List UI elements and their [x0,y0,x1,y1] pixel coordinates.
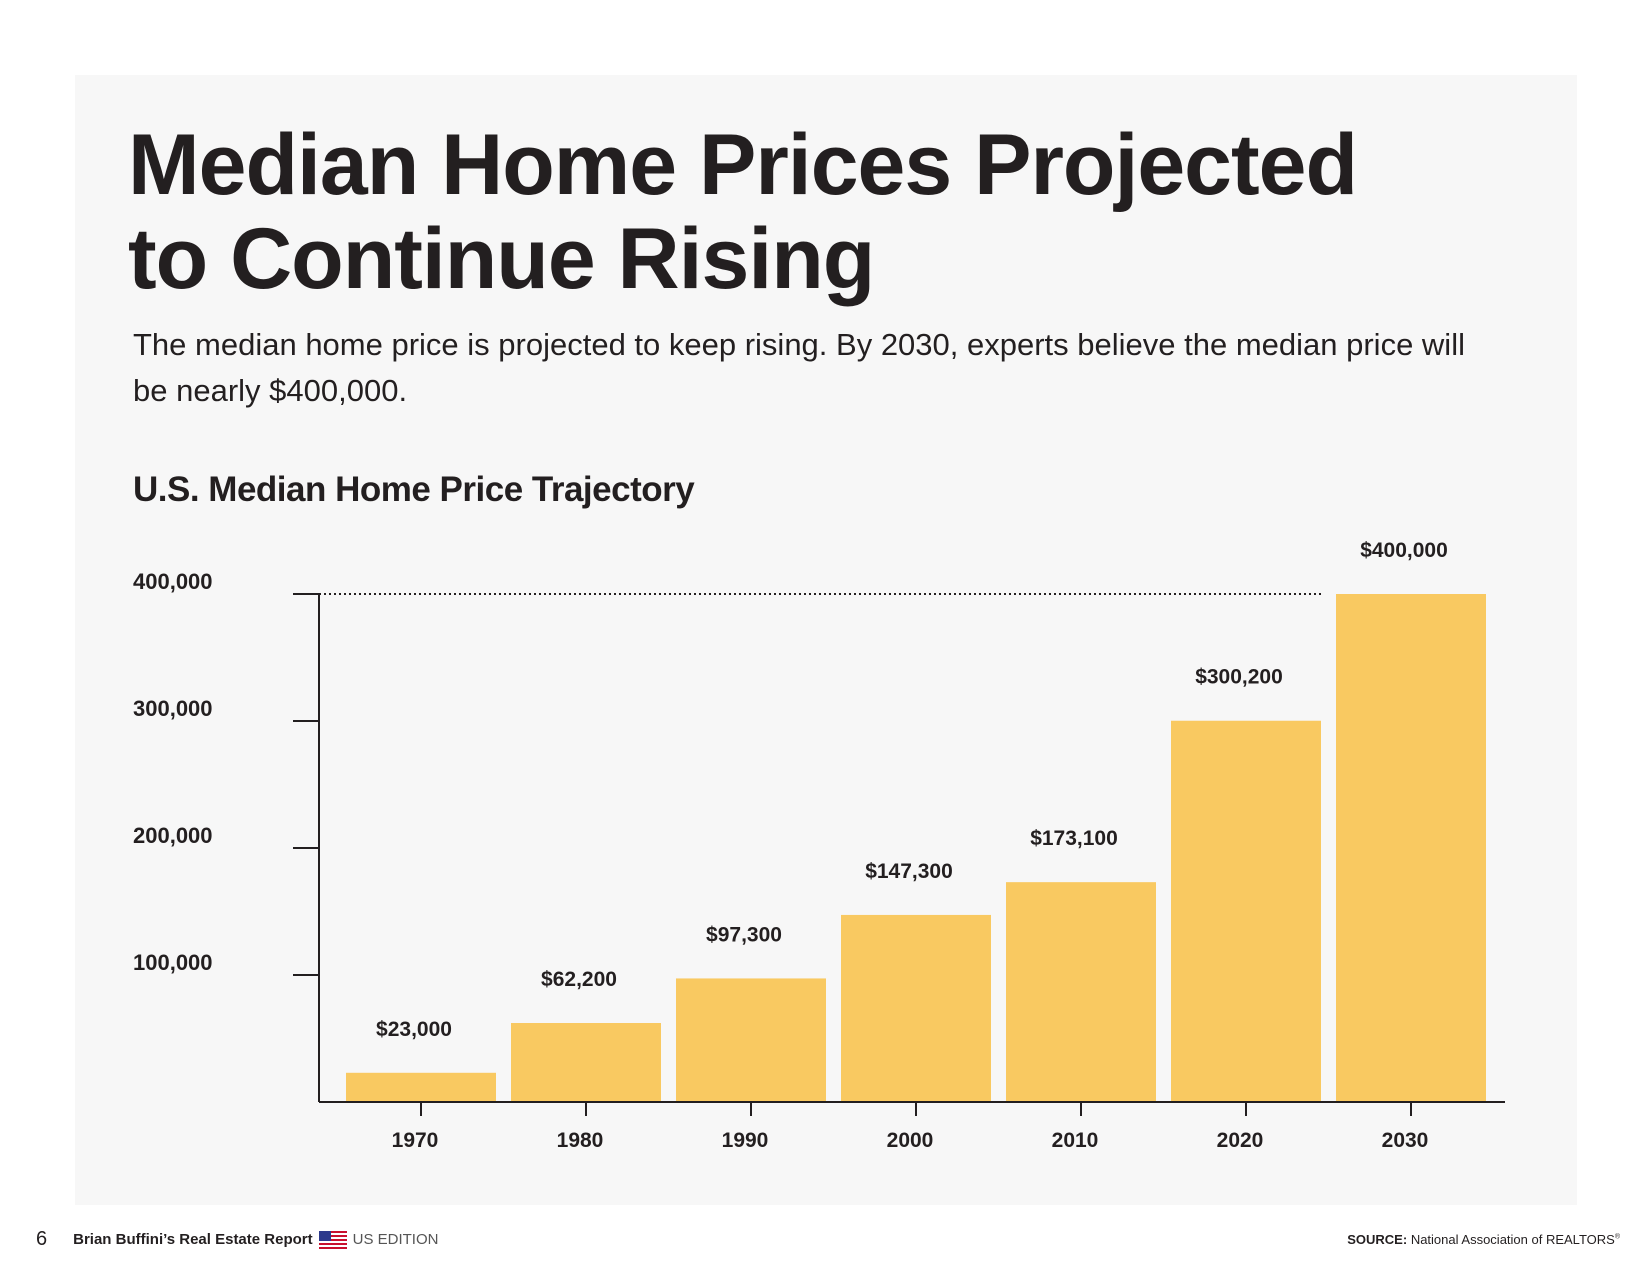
data-label-2030: $400,000 [1360,539,1448,562]
data-label-2010: $173,100 [1030,827,1118,850]
page-number: 6 [36,1228,48,1250]
bar-2020 [1171,720,1321,1102]
footer-left: 6 Brian Buffini’s Real Estate Report US … [36,1228,438,1251]
edition-label: US EDITION [352,1231,439,1248]
y-tick-label-400000: 400,000 [133,569,213,594]
x-tick-label-2000: 2000 [887,1129,934,1152]
data-label-2000: $147,300 [865,860,953,883]
x-tick-label-1990: 1990 [722,1129,769,1152]
page-title: Median Home Prices Projected to Continue… [128,117,1358,307]
chart-title: U.S. Median Home Price Trajectory [133,470,695,509]
page-subtitle: The median home price is projected to ke… [133,327,1465,408]
bar-1970 [346,1072,496,1102]
registered-mark: ® [1614,1233,1620,1241]
data-label-1970: $23,000 [376,1018,452,1041]
data-label-2020: $300,200 [1195,666,1283,689]
bar-2000 [841,914,991,1102]
y-tick-label-300000: 300,000 [133,696,213,721]
y-tick-label-200000: 200,000 [133,823,213,848]
source-label: SOURCE: [1347,1232,1408,1247]
y-tick-label-100000: 100,000 [133,950,213,975]
report-name: Brian Buffini’s Real Estate Report [73,1231,313,1248]
bar-2010 [1006,882,1156,1102]
bar-1990 [676,978,826,1102]
x-tick-label-1970: 1970 [392,1129,439,1152]
bar-2030 [1336,594,1486,1102]
data-label-1990: $97,300 [706,923,782,946]
us-flag-icon [318,1230,347,1249]
page-title-line-2: to Continue Rising [128,211,875,307]
x-tick-label-1980: 1980 [557,1129,604,1152]
page-title-line-1: Median Home Prices Projected [128,117,1358,213]
footer-source: SOURCE: National Association of REALTORS… [1347,1232,1620,1247]
x-tick-label-2020: 2020 [1217,1129,1264,1152]
bar-1980 [511,1023,661,1102]
x-tick-label-2010: 2010 [1052,1129,1099,1152]
data-label-1980: $62,200 [541,968,617,991]
source-text: National Association of REALTORS [1410,1232,1615,1247]
x-tick-label-2030: 2030 [1382,1129,1429,1152]
